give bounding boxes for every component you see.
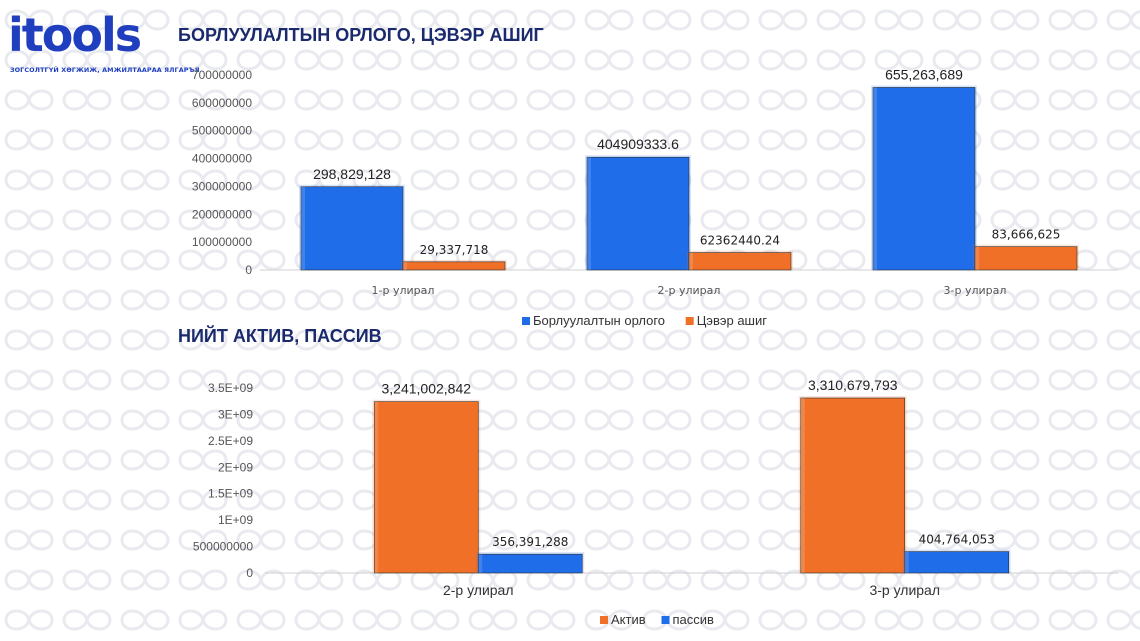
bar-1-0 [402,261,506,271]
data-label: 404909333.6 [597,136,679,152]
bar-0-1 [800,397,906,574]
y-tick-label: 2.5E+09 [208,434,253,448]
y-tick-label: 400000000 [192,152,252,166]
legend-swatch [600,616,608,624]
y-tick-label: 600000000 [192,96,252,110]
y-tick-label: 3E+09 [218,407,253,421]
bar-1-1 [904,551,1010,574]
bar-0-2 [872,87,976,271]
data-label: 356,391,288 [492,535,568,549]
legend-swatch [522,317,530,325]
data-label: 3,241,002,842 [381,381,471,397]
legend-label: Цэвэр ашиг [697,313,768,328]
company-logo: itools ЗОГСОЛТГҮЙ ХӨГЖИЖ, АМЖИЛТААРАА ЯЛ… [8,8,200,80]
bar-highlight [301,186,305,270]
bar-0-0 [300,186,404,271]
x-category-label: 3-р улирал [869,582,940,598]
logo-wordmark: itools [8,8,142,62]
y-tick-label: 1.5E+09 [208,487,253,501]
legend-label: пассив [673,612,715,627]
legend-swatch [661,616,670,624]
x-category-label: 3-р улирал [944,284,1007,297]
bar-highlight [374,401,379,573]
bar-0-0 [373,401,479,574]
bar-highlight [403,261,407,270]
y-tick-label: 700000000 [192,68,252,82]
data-label: 655,263,689 [885,66,963,82]
data-label: 298,829,128 [313,166,391,182]
data-label: 3,310,679,793 [808,377,898,393]
legend-swatch [685,317,694,325]
legend-label: Актив [611,612,646,627]
y-tick-label: 0 [246,566,253,580]
bar-highlight [800,398,805,573]
y-tick-label: 1E+09 [218,513,253,527]
legend-label: Борлуулалтын орлого [533,313,665,328]
data-label: 404,764,053 [919,533,995,547]
data-label: 83,666,625 [992,228,1061,242]
bar-1-2 [974,246,1078,271]
chart-title-revenue-profit: БОРЛУУЛАЛТЫН ОРЛОГО, ЦЭВЭР АШИГ [178,25,544,45]
x-category-label: 2-р улирал [443,582,514,598]
x-category-label: 2-р улирал [658,284,721,297]
bar-highlight [587,157,591,270]
bar-highlight [478,554,483,573]
y-tick-label: 200000000 [192,207,252,221]
y-tick-label: 500000000 [192,124,252,138]
y-tick-label: 2E+09 [218,460,253,474]
y-tick-label: 500000000 [193,540,253,554]
y-tick-label: 0 [245,263,252,277]
y-tick-label: 300000000 [192,179,252,193]
bar-highlight [975,246,979,270]
logo-tagline: ЗОГСОЛТГҮЙ ХӨГЖИЖ, АМЖИЛТААРАА ЯЛГАРЪЯ [10,66,200,74]
y-tick-label: 100000000 [192,235,252,249]
bar-1-1 [688,252,792,271]
chart-title-assets-liabilities: НИЙТ АКТИВ, ПАССИВ [178,326,382,346]
x-category-label: 1-р улирал [372,284,435,297]
bar-highlight [904,551,909,573]
bar-highlight [873,87,877,271]
y-tick-label: 3.5E+09 [208,381,253,395]
bar-1-0 [477,553,583,574]
data-label: 62362440.24 [700,234,780,248]
bar-0-1 [586,156,690,271]
data-label: 29,337,718 [420,243,489,257]
bar-highlight [689,252,693,270]
